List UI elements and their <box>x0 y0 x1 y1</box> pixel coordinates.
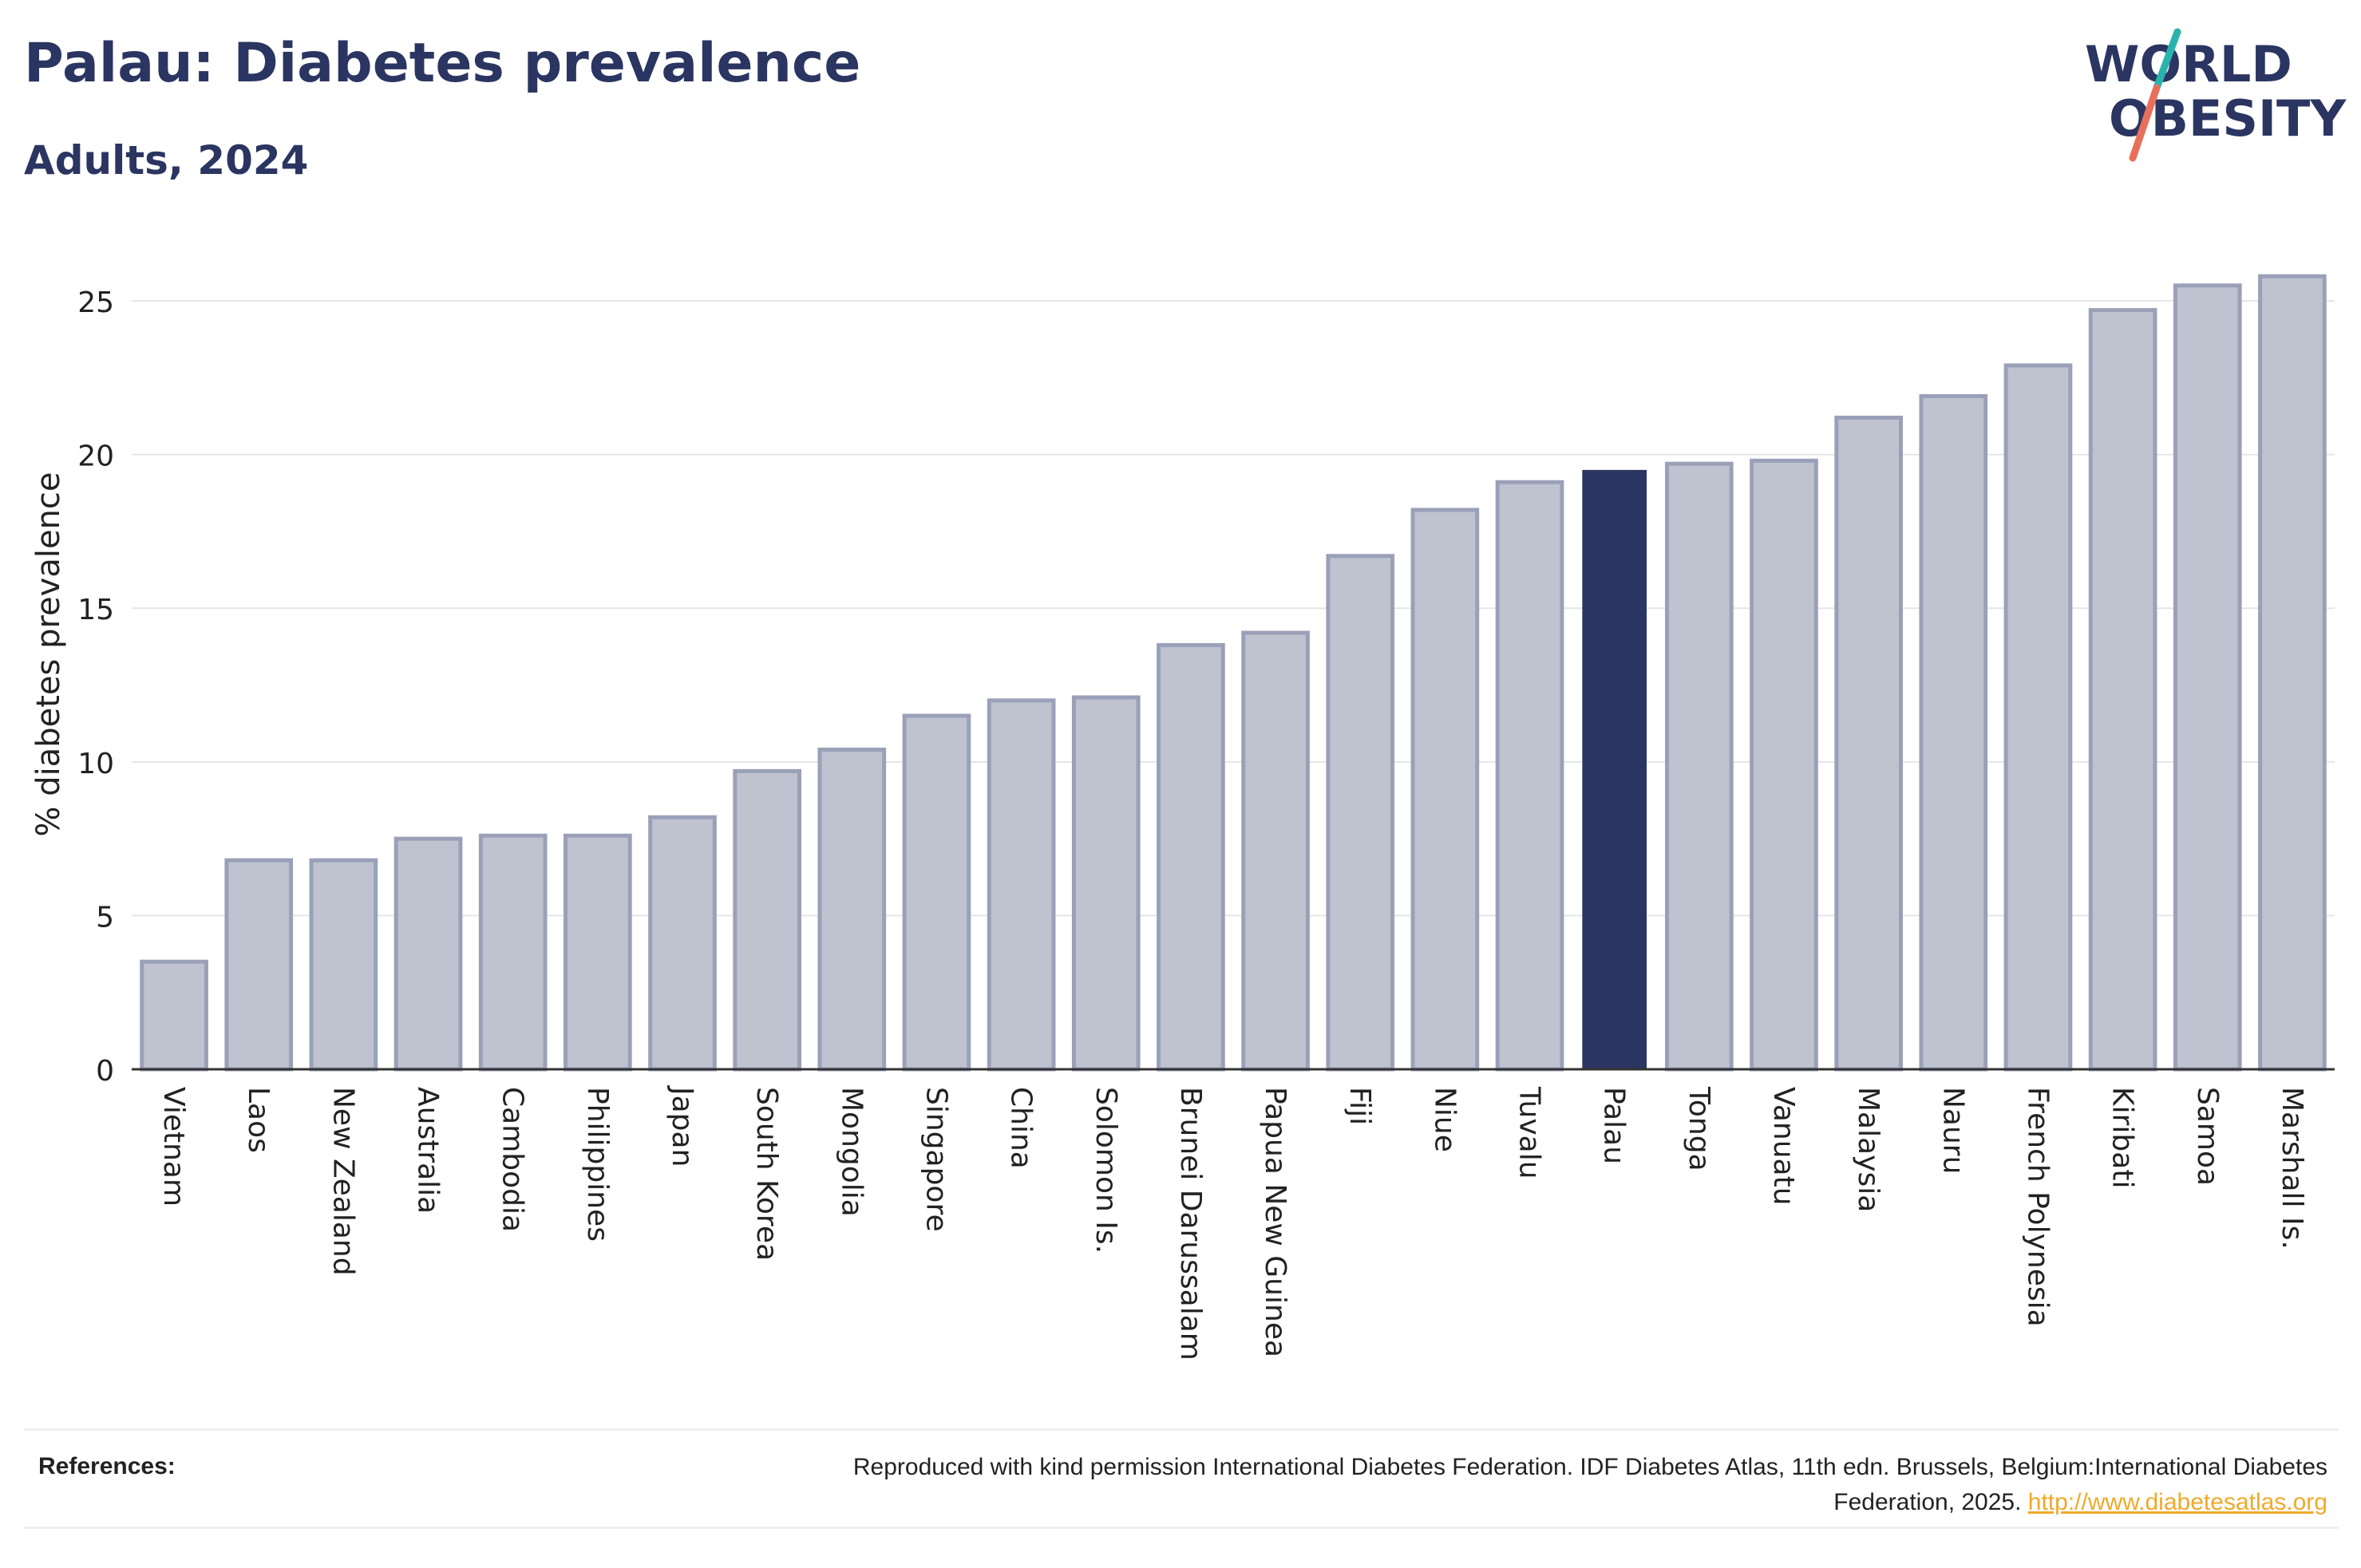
bar <box>1157 642 1225 1072</box>
chart-subtitle: Adults, 2024 <box>24 137 309 184</box>
bar <box>140 959 208 1072</box>
bar <box>733 768 801 1072</box>
x-tick-label: Samoa <box>2191 1087 2224 1186</box>
bar <box>224 858 294 1072</box>
bar <box>1750 458 1818 1072</box>
bar <box>987 698 1056 1072</box>
x-tick-label: Solomon Is. <box>1090 1087 1122 1254</box>
references-label: References: <box>38 1453 176 1479</box>
x-tick-label: Mongolia <box>835 1087 868 1217</box>
x-tick-label: China <box>1005 1087 1038 1169</box>
bar <box>1241 630 1310 1072</box>
bar <box>2258 274 2327 1072</box>
bar-highlight <box>1582 469 1647 1069</box>
y-tick-label: 20 <box>77 440 114 473</box>
x-tick-label: Singapore <box>919 1087 952 1232</box>
x-tick-label: Kiribati <box>2106 1087 2139 1188</box>
bar <box>1071 695 1141 1072</box>
x-tick-label: French Polynesia <box>2021 1087 2054 1327</box>
bar <box>1326 554 1395 1072</box>
bar <box>478 833 548 1072</box>
x-tick-label: Fiji <box>1343 1087 1376 1125</box>
chart-title: Palau: Diabetes prevalence <box>24 32 861 95</box>
bar <box>394 836 463 1072</box>
x-tick-label: Niue <box>1428 1087 1461 1152</box>
x-tick-label: Tonga <box>1683 1086 1715 1171</box>
x-tick-label: South Korea <box>750 1087 783 1261</box>
y-tick-label: 15 <box>77 594 114 626</box>
bar <box>2173 283 2242 1072</box>
x-tick-label: Philippines <box>581 1087 614 1242</box>
bar <box>1665 461 1734 1072</box>
x-tick-label: Brunei Darussalam <box>1174 1087 1207 1361</box>
bar <box>2003 363 2073 1072</box>
x-tick-label: Nauru <box>1936 1087 1969 1174</box>
logo-slash-teal <box>2153 28 2181 92</box>
x-tick-label: Vanuatu <box>1767 1087 1800 1206</box>
x-tick-label: Australia <box>412 1087 445 1214</box>
references-panel: References: Reproduced with kind permiss… <box>24 1428 2339 1529</box>
world-obesity-logo[interactable]: WORLD OBESITY <box>2075 24 2347 168</box>
x-tick-label: Malaysia <box>1852 1087 1884 1212</box>
x-tick-label: Japan <box>666 1085 698 1167</box>
bar <box>1834 415 1903 1072</box>
bar <box>1495 480 1564 1072</box>
x-tick-label: Vietnam <box>157 1087 190 1207</box>
x-tick-label: New Zealand <box>326 1087 359 1276</box>
bar <box>1410 508 1480 1072</box>
x-tick-label: Papua New Guinea <box>1259 1087 1291 1357</box>
bar <box>2088 308 2157 1072</box>
bar <box>817 747 887 1072</box>
references-citation: Reproduced with kind permission Internat… <box>852 1454 2327 1515</box>
bar <box>564 833 632 1072</box>
x-tick-label: Palau <box>1598 1087 1631 1164</box>
x-tick-label: Laos <box>242 1087 275 1153</box>
bar <box>648 815 717 1072</box>
references-link[interactable]: http://www.diabetesatlas.org <box>2027 1489 2327 1515</box>
y-axis-label: % diabetes prevalence <box>30 472 67 836</box>
x-tick-label: Marshall Is. <box>2276 1087 2308 1250</box>
references-text: Reproduced with kind permission Internat… <box>731 1450 2327 1520</box>
logo-word-world: WORLD <box>2085 35 2292 93</box>
bar <box>902 713 971 1072</box>
bar <box>309 858 378 1072</box>
y-tick-label: 0 <box>96 1055 114 1088</box>
x-tick-label: Cambodia <box>496 1087 529 1232</box>
y-tick-label: 10 <box>77 748 114 780</box>
bar <box>1919 393 1988 1072</box>
x-tick-label: Tuvalu <box>1513 1086 1546 1179</box>
y-tick-label: 5 <box>96 901 114 934</box>
bar-chart: 0 5 10 15 20 25 % diabetes prevalence Vietnam La… <box>30 274 2335 1361</box>
y-tick-label: 25 <box>77 286 114 319</box>
logo-slash-red <box>2129 84 2161 162</box>
